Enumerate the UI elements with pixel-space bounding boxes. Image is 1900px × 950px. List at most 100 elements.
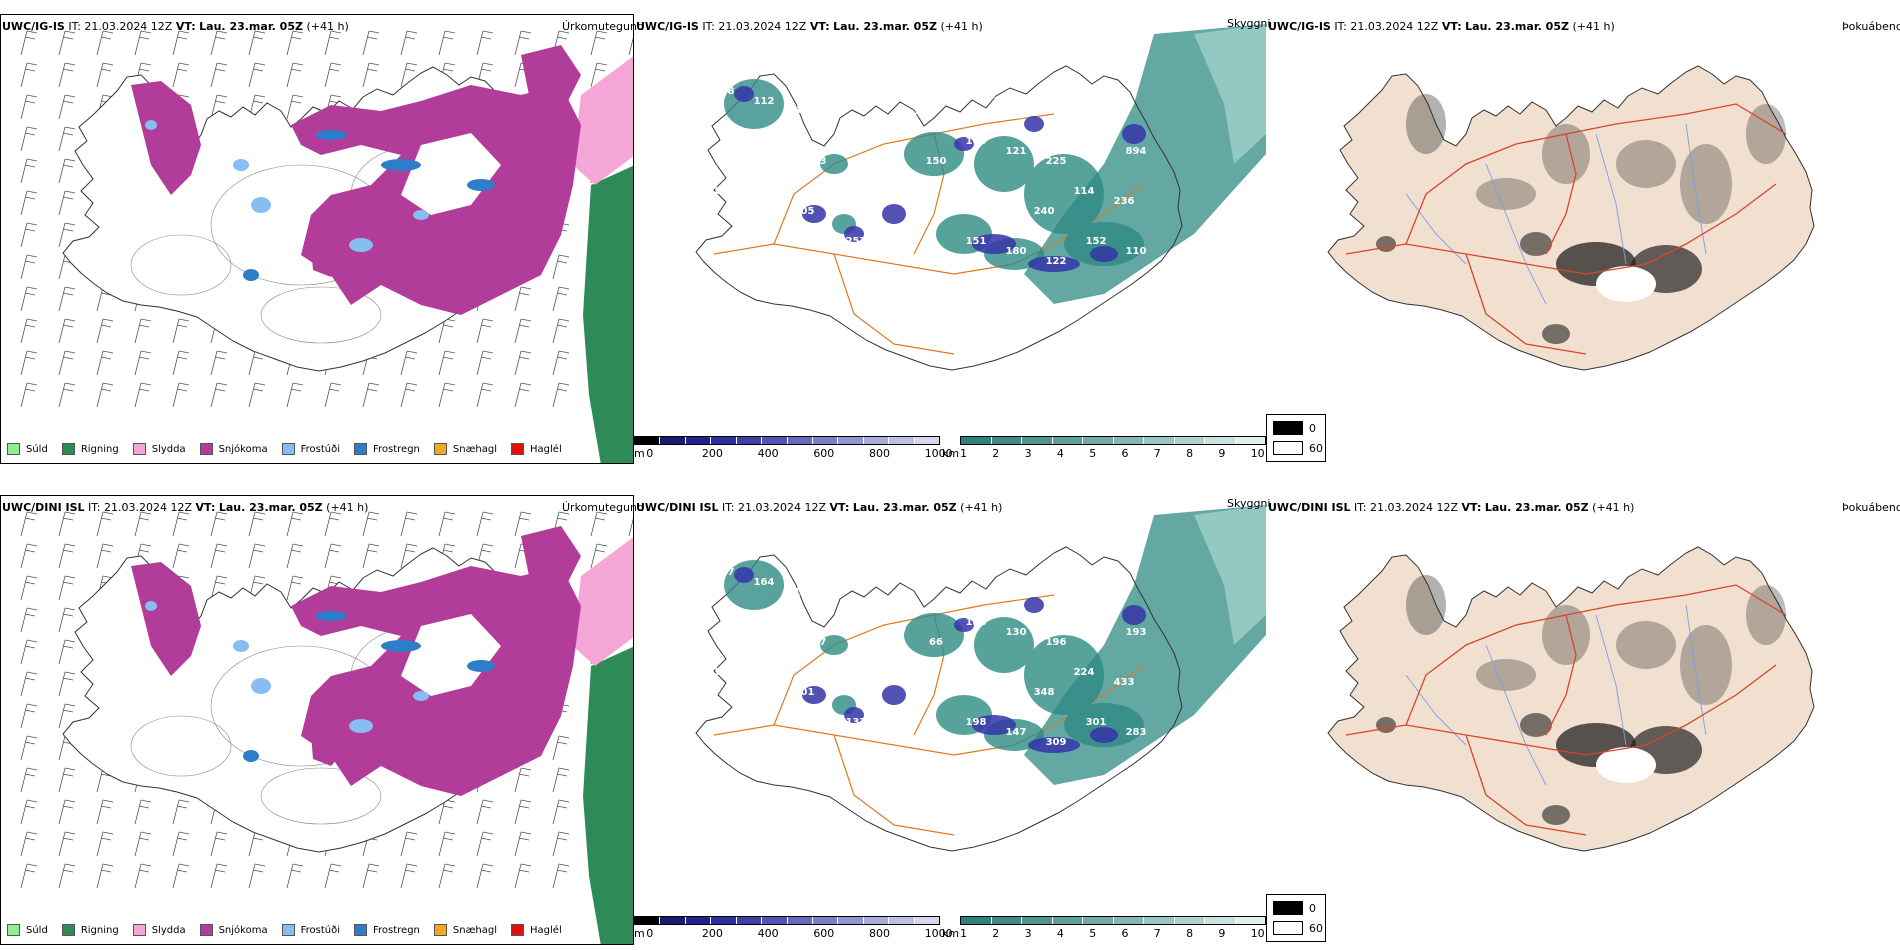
barb-flag [252, 581, 264, 585]
barb-staff [552, 799, 560, 825]
barb-flag [62, 388, 74, 392]
barb-staff [134, 863, 142, 889]
barb-flag [102, 831, 114, 835]
panel-title-fog-bottom: Þokuábendi [1842, 501, 1900, 514]
freezing-rain-areas [243, 130, 495, 281]
barb-flag [214, 581, 226, 585]
barb-flag [62, 645, 74, 649]
barb-flag [216, 94, 228, 98]
elevation-bar-segment [660, 437, 686, 444]
road [1685, 584, 1787, 616]
visibility-map-top: 128 112 624 32 88 157 76 247 12 26 58 65 76 143 849 84 1… [695, 24, 1266, 371]
elevation-bar-segment [762, 437, 788, 444]
barb-staff [58, 254, 66, 280]
elevation-bar-segment [711, 917, 737, 924]
visibility-blob [1064, 222, 1144, 266]
barb-flag [24, 837, 36, 841]
legend-swatch [354, 443, 367, 455]
barb-flag [330, 543, 342, 547]
wind-barb [172, 831, 190, 857]
snow-gap [401, 614, 501, 696]
fog-key-white-swatch [1273, 921, 1303, 935]
barb-staff [552, 254, 560, 280]
barb-flag [64, 831, 76, 835]
barb-flag [366, 388, 378, 392]
freezing-patch [467, 660, 495, 672]
visibility-label: 382 [834, 667, 855, 678]
colorbar-tick-label: 9 [1218, 447, 1226, 460]
barb-staff [172, 799, 180, 825]
barb-flag [24, 260, 36, 264]
barb-staff [20, 543, 28, 569]
barb-staff [400, 62, 408, 88]
barb-staff [476, 382, 484, 408]
barb-flag [26, 735, 38, 739]
road [1405, 594, 1687, 726]
visibility-label: 88 [877, 96, 891, 107]
wind-barb [362, 30, 380, 56]
barb-flag [254, 30, 266, 34]
barb-flag [24, 677, 36, 681]
wind-barb [400, 382, 418, 408]
barb-staff [590, 30, 598, 56]
wind-barb [476, 511, 494, 537]
barb-flag [64, 703, 76, 707]
barb-flag [64, 511, 76, 515]
fog-blob [1616, 621, 1676, 669]
barb-flag [480, 36, 492, 40]
visibility-blob [974, 136, 1034, 192]
visibility-bar-segment [1144, 917, 1175, 924]
snow-north [521, 45, 581, 115]
header-bottom-fog: UWC/DINI ISL IT: 21.03.2024 12Z VT: Lau.… [1268, 501, 1634, 514]
barb-flag [480, 549, 492, 553]
barb-staff [134, 350, 142, 376]
visibility-label: 110 [1126, 246, 1147, 257]
wind-barb [58, 190, 76, 216]
visibility-label: 180 [1006, 246, 1027, 257]
barb-flag [442, 356, 454, 360]
visibility-label: 193 [834, 186, 855, 197]
barb-flag [26, 382, 38, 386]
barb-flag [176, 549, 188, 553]
elevation-blob [1090, 727, 1118, 743]
fog-key-bottom-label: 60 [1309, 922, 1323, 935]
it-label: IT: [1354, 501, 1367, 514]
wind-barb [96, 511, 114, 537]
elevation-bar-segment [762, 917, 788, 924]
wind-barb [248, 863, 266, 889]
snow-west [131, 81, 201, 195]
barb-flag [482, 350, 494, 354]
fog-blob [1376, 717, 1396, 733]
barb-flag [558, 286, 570, 290]
visibility-bar-segment [1113, 917, 1144, 924]
barb-flag [404, 549, 416, 553]
fog-index-shading [1376, 94, 1786, 344]
visibility-label: 164 [754, 577, 775, 588]
legend-label: Frostúði [300, 443, 340, 455]
wind-barb [514, 511, 532, 537]
barb-flag [556, 324, 568, 328]
header-top-fog: UWC/IG-IS IT: 21.03.2024 12Z VT: Lau. 23… [1268, 20, 1615, 33]
barb-flag [480, 324, 492, 328]
barb-flag [138, 837, 150, 841]
barb-flag [404, 869, 416, 873]
barb-flag [368, 511, 380, 515]
wind-barb [362, 382, 380, 408]
barb-staff [172, 30, 180, 56]
barb-staff [438, 511, 446, 537]
barb-flag [26, 575, 38, 579]
barb-staff [514, 767, 522, 793]
sleet-area [573, 537, 633, 666]
barb-staff [210, 543, 218, 569]
barb-staff [172, 831, 180, 857]
barb-flag [292, 62, 304, 66]
header-top-precip: UWC/IG-IS IT: 21.03.2024 12Z VT: Lau. 23… [2, 20, 349, 33]
barb-flag [62, 132, 74, 136]
barb-staff [20, 94, 28, 120]
barb-flag [216, 30, 228, 34]
barb-staff [286, 382, 294, 408]
wind-barb [172, 511, 190, 537]
fog-blob [1542, 605, 1590, 665]
barb-staff [590, 511, 598, 537]
barb-flag [26, 767, 38, 771]
